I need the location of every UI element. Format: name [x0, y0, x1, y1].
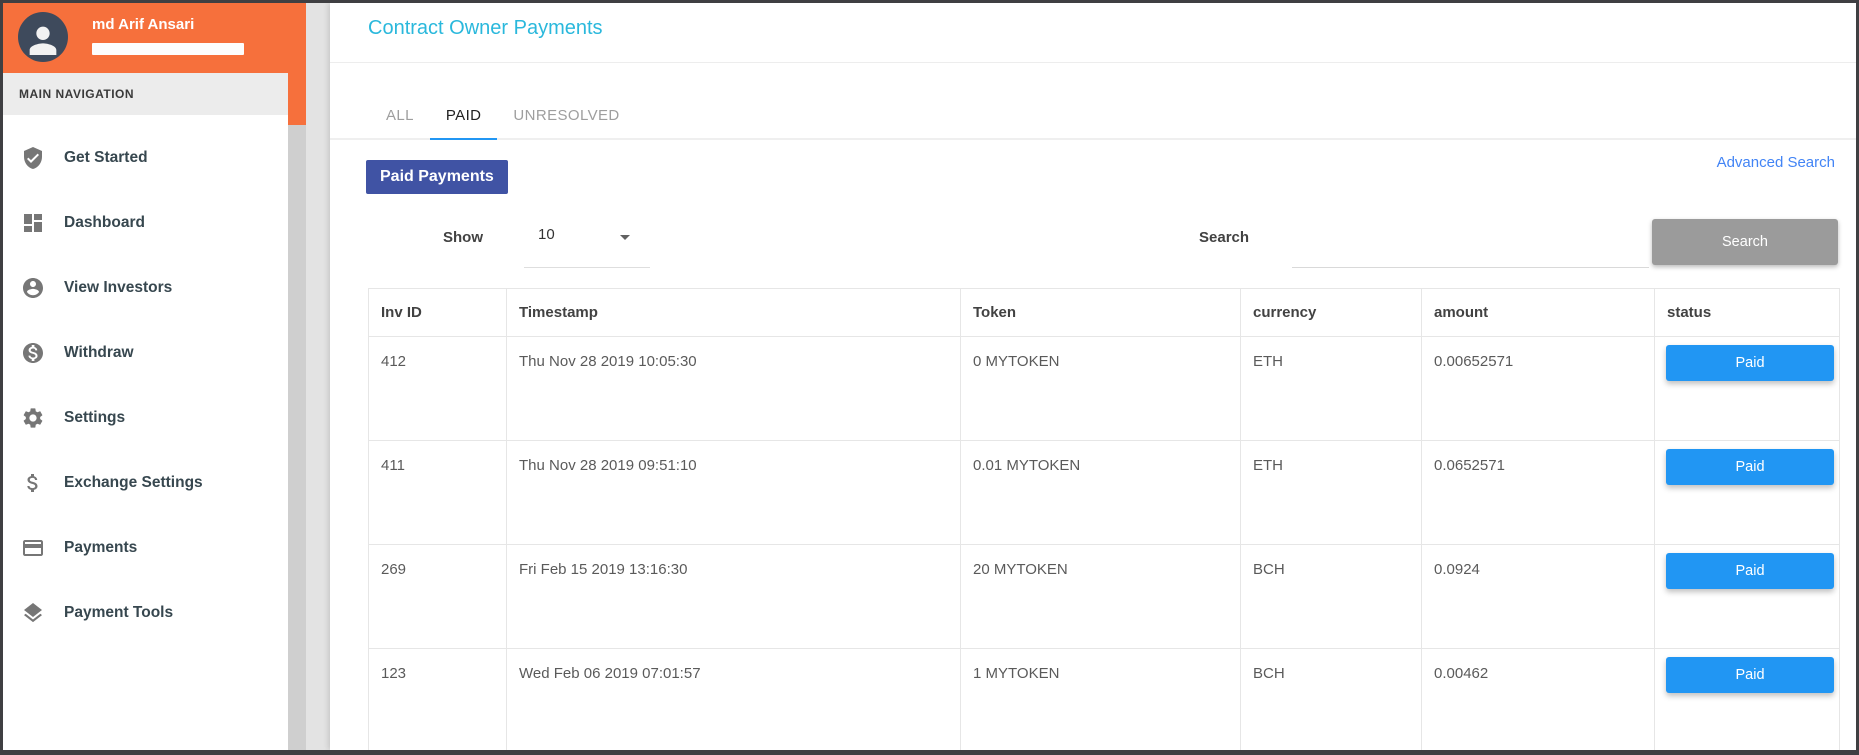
sidebar-item-label: Payments: [64, 538, 138, 556]
table-row: 123 Wed Feb 06 2019 07:01:57 1 MYTOKEN B…: [368, 648, 1840, 750]
sidebar-item-get-started[interactable]: Get Started: [3, 125, 288, 190]
sidebar: md Arif Ansari MAIN NAVIGATION Get Start…: [3, 3, 288, 750]
column-header-currency: currency: [1240, 288, 1422, 337]
cell-inv-id: 411: [368, 440, 507, 545]
sidebar-item-label: Get Started: [64, 148, 148, 166]
sidebar-scrollbar-thumb[interactable]: [288, 3, 306, 125]
cell-status: Paid: [1654, 544, 1840, 649]
column-header-token: Token: [960, 288, 1241, 337]
sidebar-scrollbar[interactable]: [288, 3, 306, 750]
column-header-status: status: [1654, 288, 1840, 337]
table-row: 269 Fri Feb 15 2019 13:16:30 20 MYTOKEN …: [368, 544, 1840, 649]
cell-amount: 0.00462: [1421, 648, 1655, 750]
page-title: Contract Owner Payments: [368, 17, 603, 39]
paid-status-button[interactable]: Paid: [1666, 553, 1834, 589]
sidebar-item-label: Payment Tools: [64, 603, 174, 621]
tab-paid[interactable]: PAID: [429, 94, 498, 140]
user-name: md Arif Ansari: [92, 16, 195, 33]
cell-status: Paid: [1654, 648, 1840, 750]
cell-timestamp: Thu Nov 28 2019 10:05:30: [506, 336, 961, 441]
sidebar-item-exchange-settings[interactable]: Exchange Settings: [3, 450, 288, 515]
layers-icon: [21, 601, 45, 625]
sidebar-item-payments[interactable]: Payments: [3, 515, 288, 580]
person-circle-icon: [21, 276, 45, 300]
cell-timestamp: Wed Feb 06 2019 07:01:57: [506, 648, 961, 750]
cell-currency: ETH: [1240, 440, 1422, 545]
sidebar-item-label: Dashboard: [64, 213, 145, 231]
dollar-sign-icon: [21, 471, 45, 495]
search-label: Search: [1199, 229, 1250, 246]
sidebar-item-label: View Investors: [64, 278, 173, 296]
show-label: Show: [443, 229, 483, 246]
payments-table: Inv ID Timestamp Token currency amount s…: [368, 288, 1840, 750]
cell-currency: BCH: [1240, 544, 1422, 649]
sidebar-item-label: Withdraw: [64, 343, 134, 361]
cell-inv-id: 412: [368, 336, 507, 441]
avatar: [18, 12, 68, 62]
paid-payments-badge: Paid Payments: [366, 160, 508, 194]
cell-status: Paid: [1654, 440, 1840, 545]
title-divider: [330, 62, 1856, 63]
table-row: 412 Thu Nov 28 2019 10:05:30 0 MYTOKEN E…: [368, 336, 1840, 441]
column-header-amount: amount: [1421, 288, 1655, 337]
paid-status-button[interactable]: Paid: [1666, 449, 1834, 485]
main-content: Contract Owner Payments ALL PAID UNRESOL…: [330, 3, 1856, 750]
sidebar-item-withdraw[interactable]: Withdraw: [3, 320, 288, 385]
cell-amount: 0.00652571: [1421, 336, 1655, 441]
user-email-redacted-bar: [92, 43, 244, 55]
sidebar-user-header: md Arif Ansari: [3, 3, 288, 73]
tab-all[interactable]: ALL: [386, 107, 414, 124]
tab-bar: ALL PAID UNRESOLVED: [330, 94, 1856, 140]
column-header-timestamp: Timestamp: [506, 288, 961, 337]
cell-currency: ETH: [1240, 336, 1422, 441]
cell-token: 20 MYTOKEN: [960, 544, 1241, 649]
sidebar-item-payment-tools[interactable]: Payment Tools: [3, 580, 288, 645]
show-page-size-select[interactable]: 10: [524, 221, 650, 268]
sidebar-item-label: Exchange Settings: [64, 473, 203, 491]
cell-token: 1 MYTOKEN: [960, 648, 1241, 750]
sidebar-item-view-investors[interactable]: View Investors: [3, 255, 288, 320]
advanced-search-link[interactable]: Advanced Search: [1716, 154, 1835, 171]
sidebar-item-dashboard[interactable]: Dashboard: [3, 190, 288, 255]
cell-status: Paid: [1654, 336, 1840, 441]
cell-inv-id: 123: [368, 648, 507, 750]
search-button[interactable]: Search: [1652, 219, 1838, 265]
dollar-circle-icon: [21, 341, 45, 365]
table-header-row: Inv ID Timestamp Token currency amount s…: [368, 288, 1840, 337]
shield-check-icon: [21, 146, 45, 170]
sidebar-section-label: MAIN NAVIGATION: [3, 73, 288, 115]
sidebar-item-label: Settings: [64, 408, 126, 426]
content-gutter: [306, 3, 330, 750]
page-size-value: 10: [538, 226, 555, 243]
cell-timestamp: Thu Nov 28 2019 09:51:10: [506, 440, 961, 545]
cell-amount: 0.0652571: [1421, 440, 1655, 545]
search-input[interactable]: [1292, 223, 1649, 268]
chevron-down-icon: [620, 235, 630, 240]
cell-currency: BCH: [1240, 648, 1422, 750]
credit-card-icon: [21, 536, 45, 560]
cell-token: 0 MYTOKEN: [960, 336, 1241, 441]
paid-status-button[interactable]: Paid: [1666, 657, 1834, 693]
sidebar-item-settings[interactable]: Settings: [3, 385, 288, 450]
cell-timestamp: Fri Feb 15 2019 13:16:30: [506, 544, 961, 649]
cell-token: 0.01 MYTOKEN: [960, 440, 1241, 545]
column-header-inv-id: Inv ID: [368, 288, 507, 337]
cell-amount: 0.0924: [1421, 544, 1655, 649]
gear-icon: [21, 406, 45, 430]
person-icon: [29, 26, 57, 55]
tab-unresolved[interactable]: UNRESOLVED: [513, 107, 620, 124]
cell-inv-id: 269: [368, 544, 507, 649]
sidebar-nav: Get Started Dashboard View Investors Wit…: [3, 115, 288, 645]
dashboard-grid-icon: [21, 211, 45, 235]
paid-status-button[interactable]: Paid: [1666, 345, 1834, 381]
table-row: 411 Thu Nov 28 2019 09:51:10 0.01 MYTOKE…: [368, 440, 1840, 545]
